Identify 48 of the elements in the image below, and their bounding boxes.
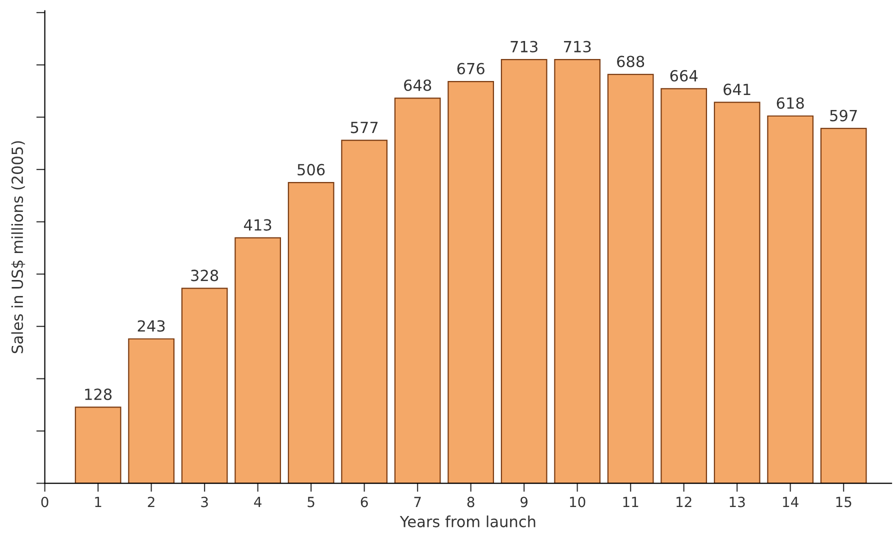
bar [767,115,814,484]
x-tick-label: 8 [467,496,474,508]
x-tick-label: 12 [676,496,692,508]
x-tick-label: 3 [201,496,208,508]
data-label: 676 [457,62,484,74]
bar [607,74,654,484]
x-tick-label: 15 [836,496,852,508]
bar [448,80,494,484]
bar [74,406,122,484]
x-tick-label: 6 [360,496,368,508]
y-axis-title: Sales in US$ millions (2005) [11,141,26,354]
data-label: 618 [776,97,804,109]
bar [394,98,441,484]
data-label: 243 [138,320,165,332]
bar [714,102,760,484]
x-tick-label: 5 [308,496,314,508]
x-tick-label: 10 [570,496,586,508]
data-label: 713 [564,40,591,52]
x-tick-label: 1 [95,496,102,508]
bar [554,58,601,484]
bar [288,182,334,484]
x-tick-label: 0 [41,496,48,508]
data-label: 641 [724,84,750,96]
x-tick-label: 11 [623,496,638,508]
data-label: 648 [404,79,432,92]
x-tick-label: 2 [148,496,154,508]
bar [181,288,228,484]
data-label: 664 [670,70,698,82]
data-label: 597 [830,110,857,122]
bar [341,140,388,484]
data-label: 577 [350,122,378,134]
bar [660,88,708,484]
data-label: 128 [85,388,112,400]
data-label: 713 [510,40,538,52]
x-tick-label: 9 [520,496,528,508]
x-tick-label: 13 [730,496,745,508]
bar [820,128,867,484]
bar [500,58,548,484]
data-label: 413 [244,219,272,231]
x-tick-label: 4 [254,496,262,508]
x-tick-label: 7 [414,496,421,508]
x-axis-title: Years from launch [400,515,536,528]
x-tick-label: 14 [783,496,798,508]
bar [128,338,174,484]
bar [234,237,281,484]
data-label: 688 [617,56,644,68]
data-label: 506 [298,164,325,176]
data-label: 328 [191,270,218,282]
